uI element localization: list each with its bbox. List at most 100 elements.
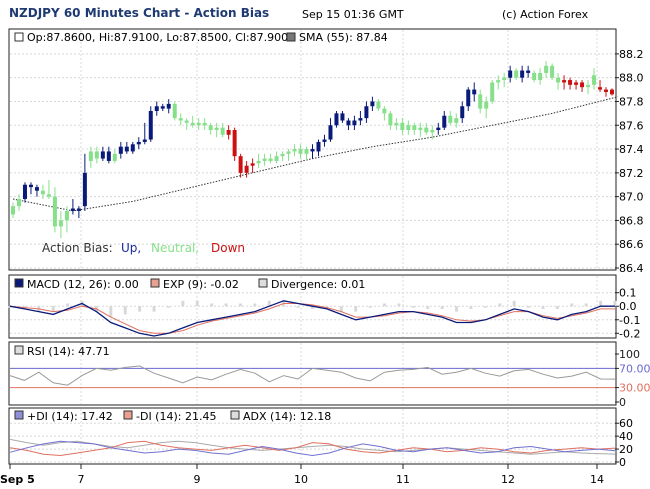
price-bar: [412, 122, 417, 135]
price-bar: [334, 110, 339, 128]
sma-label: SMA (55): 87.84: [299, 31, 388, 44]
price-bar: [46, 179, 51, 200]
price-bar: [280, 151, 285, 161]
divergence-bar: [599, 300, 603, 307]
price-bar: [172, 101, 177, 121]
exp-legend-swatch: [150, 278, 160, 288]
divergence-bar: [296, 306, 300, 308]
divergence-bar: [166, 306, 170, 308]
x-tick-label: 11: [396, 473, 410, 486]
divergence-bar: [210, 303, 214, 307]
rsi-y-tick-label: 100: [619, 348, 640, 361]
price-bar: [454, 113, 459, 128]
price-y-ticks: 88.2 88.0 87.8 87.6 87.4 87.2 87.0 86.8 86.6 86.4: [10, 48, 644, 275]
price-bar: [268, 153, 273, 164]
price-bar: [112, 149, 117, 164]
macd-y-tick-label: -0.2: [619, 327, 640, 340]
price-bar: [358, 110, 363, 126]
divergence-bar: [483, 306, 487, 308]
price-bar: [562, 75, 567, 90]
ohlc-label: Op:87.8600, Hi:87.9100, Lo:87.8500, Cl:8…: [27, 31, 295, 44]
price-bar: [328, 118, 333, 142]
chart-title: NZDJPY 60 Minutes Chart - Action Bias: [9, 6, 270, 20]
minus-di-label: -DI (14): 21.45: [136, 410, 216, 423]
plus-di-line: [9, 440, 616, 457]
exp-label: EXP (9): -0.02: [163, 278, 239, 291]
price-bars: [10, 61, 615, 239]
plus-di-label: +DI (14): 17.42: [27, 410, 113, 423]
price-bar: [556, 72, 561, 90]
divergence-bar: [498, 303, 502, 307]
x-axis: Sep 5 7 9 10 11 12 14: [0, 464, 604, 486]
adx-line: [9, 438, 616, 455]
price-bar: [436, 122, 441, 135]
price-bar: [40, 184, 45, 200]
divergence-bar: [8, 306, 12, 308]
divergence-bar: [339, 306, 343, 312]
price-bar: [520, 65, 525, 83]
divergence-bar: [224, 303, 228, 307]
price-bar: [28, 182, 33, 195]
price-bar: [106, 146, 111, 164]
price-bar: [94, 146, 99, 164]
rsi-y-tick-label: 0: [619, 396, 626, 409]
price-bar: [262, 153, 267, 166]
adx-y-tick-label: 20: [619, 443, 633, 456]
price-bar: [142, 122, 147, 145]
adx-y-tick-label: 40: [619, 430, 633, 443]
price-bar: [238, 153, 243, 178]
price-bar: [22, 182, 27, 203]
adx-y-tick-label: 0: [619, 456, 626, 469]
divergence-bar: [267, 300, 271, 307]
divergence-bar: [238, 303, 242, 307]
price-y-tick-label: 88.2: [619, 48, 644, 61]
divergence-bar: [426, 306, 430, 309]
price-bar: [472, 82, 477, 102]
price-bar: [490, 80, 495, 104]
price-bar: [34, 184, 39, 197]
price-bar: [466, 87, 471, 111]
price-bar: [178, 113, 183, 126]
price-bar: [154, 101, 159, 116]
rsi-line: [9, 365, 616, 386]
price-y-tick-label: 87.6: [619, 119, 644, 132]
price-y-tick-label: 87.2: [619, 167, 644, 180]
plus-di-legend-swatch: [14, 410, 24, 420]
macd-y-tick-label: 0.0: [619, 300, 637, 313]
price-bar: [442, 110, 447, 131]
price-bar: [286, 149, 291, 161]
price-bar: [550, 63, 555, 81]
price-bar: [64, 206, 69, 233]
price-bar: [148, 106, 153, 142]
price-bar: [214, 122, 219, 138]
x-tick-label: 12: [501, 473, 515, 486]
price-y-tick-label: 87.4: [619, 143, 644, 156]
price-bar: [226, 125, 231, 140]
price-bar: [310, 144, 315, 159]
price-bar: [574, 80, 579, 90]
rsi-y-tick-label: 70.00: [619, 362, 650, 375]
macd-y-tick-label: 0.1: [619, 287, 637, 300]
x-tick-label: 14: [590, 473, 604, 486]
divergence-bar: [455, 306, 459, 312]
divergence-bar: [368, 306, 372, 308]
action-bias-legend-prefix: Action Bias:: [42, 241, 113, 255]
price-bar: [10, 202, 15, 219]
price-bar: [220, 122, 225, 138]
price-bar: [88, 146, 93, 169]
x-tick-label: Sep 5: [0, 473, 35, 486]
price-bar: [52, 187, 57, 233]
x-tick-label: 7: [78, 473, 85, 486]
price-bar: [208, 122, 213, 135]
divergence-bar: [584, 303, 588, 307]
price-bar: [250, 158, 255, 173]
price-bar: [136, 137, 141, 150]
price-bar: [508, 65, 513, 83]
price-bar: [610, 88, 615, 96]
divergence-bar: [354, 306, 358, 312]
adx-y-tick-label: 60: [619, 417, 633, 430]
price-bar: [448, 110, 453, 126]
divergence-bar: [66, 303, 70, 307]
price-bar: [598, 80, 603, 92]
divergence-bar: [109, 306, 113, 318]
